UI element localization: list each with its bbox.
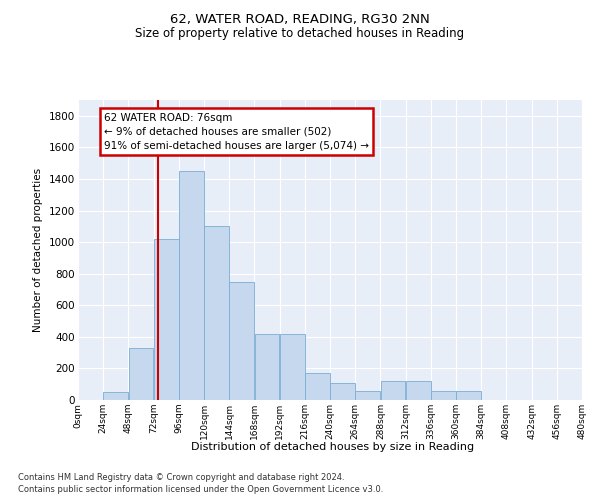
Bar xyxy=(254,334,280,400)
Bar xyxy=(103,392,128,400)
Bar xyxy=(179,171,204,400)
Text: 62, WATER ROAD, READING, RG30 2NN: 62, WATER ROAD, READING, RG30 2NN xyxy=(170,12,430,26)
Bar xyxy=(305,373,330,400)
Text: Contains public sector information licensed under the Open Government Licence v3: Contains public sector information licen… xyxy=(18,485,383,494)
Y-axis label: Number of detached properties: Number of detached properties xyxy=(34,168,43,332)
Bar xyxy=(355,390,380,400)
Bar xyxy=(406,381,431,400)
Text: 62 WATER ROAD: 76sqm
← 9% of detached houses are smaller (502)
91% of semi-detac: 62 WATER ROAD: 76sqm ← 9% of detached ho… xyxy=(104,112,369,150)
Bar xyxy=(154,239,179,400)
Bar xyxy=(456,390,481,400)
Text: Size of property relative to detached houses in Reading: Size of property relative to detached ho… xyxy=(136,28,464,40)
Bar xyxy=(204,226,229,400)
Bar xyxy=(229,282,254,400)
Bar xyxy=(128,348,154,400)
Bar xyxy=(330,382,355,400)
Bar xyxy=(380,381,406,400)
Bar xyxy=(280,334,305,400)
Text: Distribution of detached houses by size in Reading: Distribution of detached houses by size … xyxy=(191,442,475,452)
Bar xyxy=(431,390,456,400)
Text: Contains HM Land Registry data © Crown copyright and database right 2024.: Contains HM Land Registry data © Crown c… xyxy=(18,472,344,482)
